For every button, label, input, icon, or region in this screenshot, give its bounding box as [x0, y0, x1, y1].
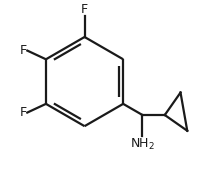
Text: F: F: [81, 3, 88, 16]
Text: F: F: [20, 106, 27, 119]
Text: NH$_2$: NH$_2$: [130, 136, 155, 152]
Text: F: F: [20, 44, 27, 57]
